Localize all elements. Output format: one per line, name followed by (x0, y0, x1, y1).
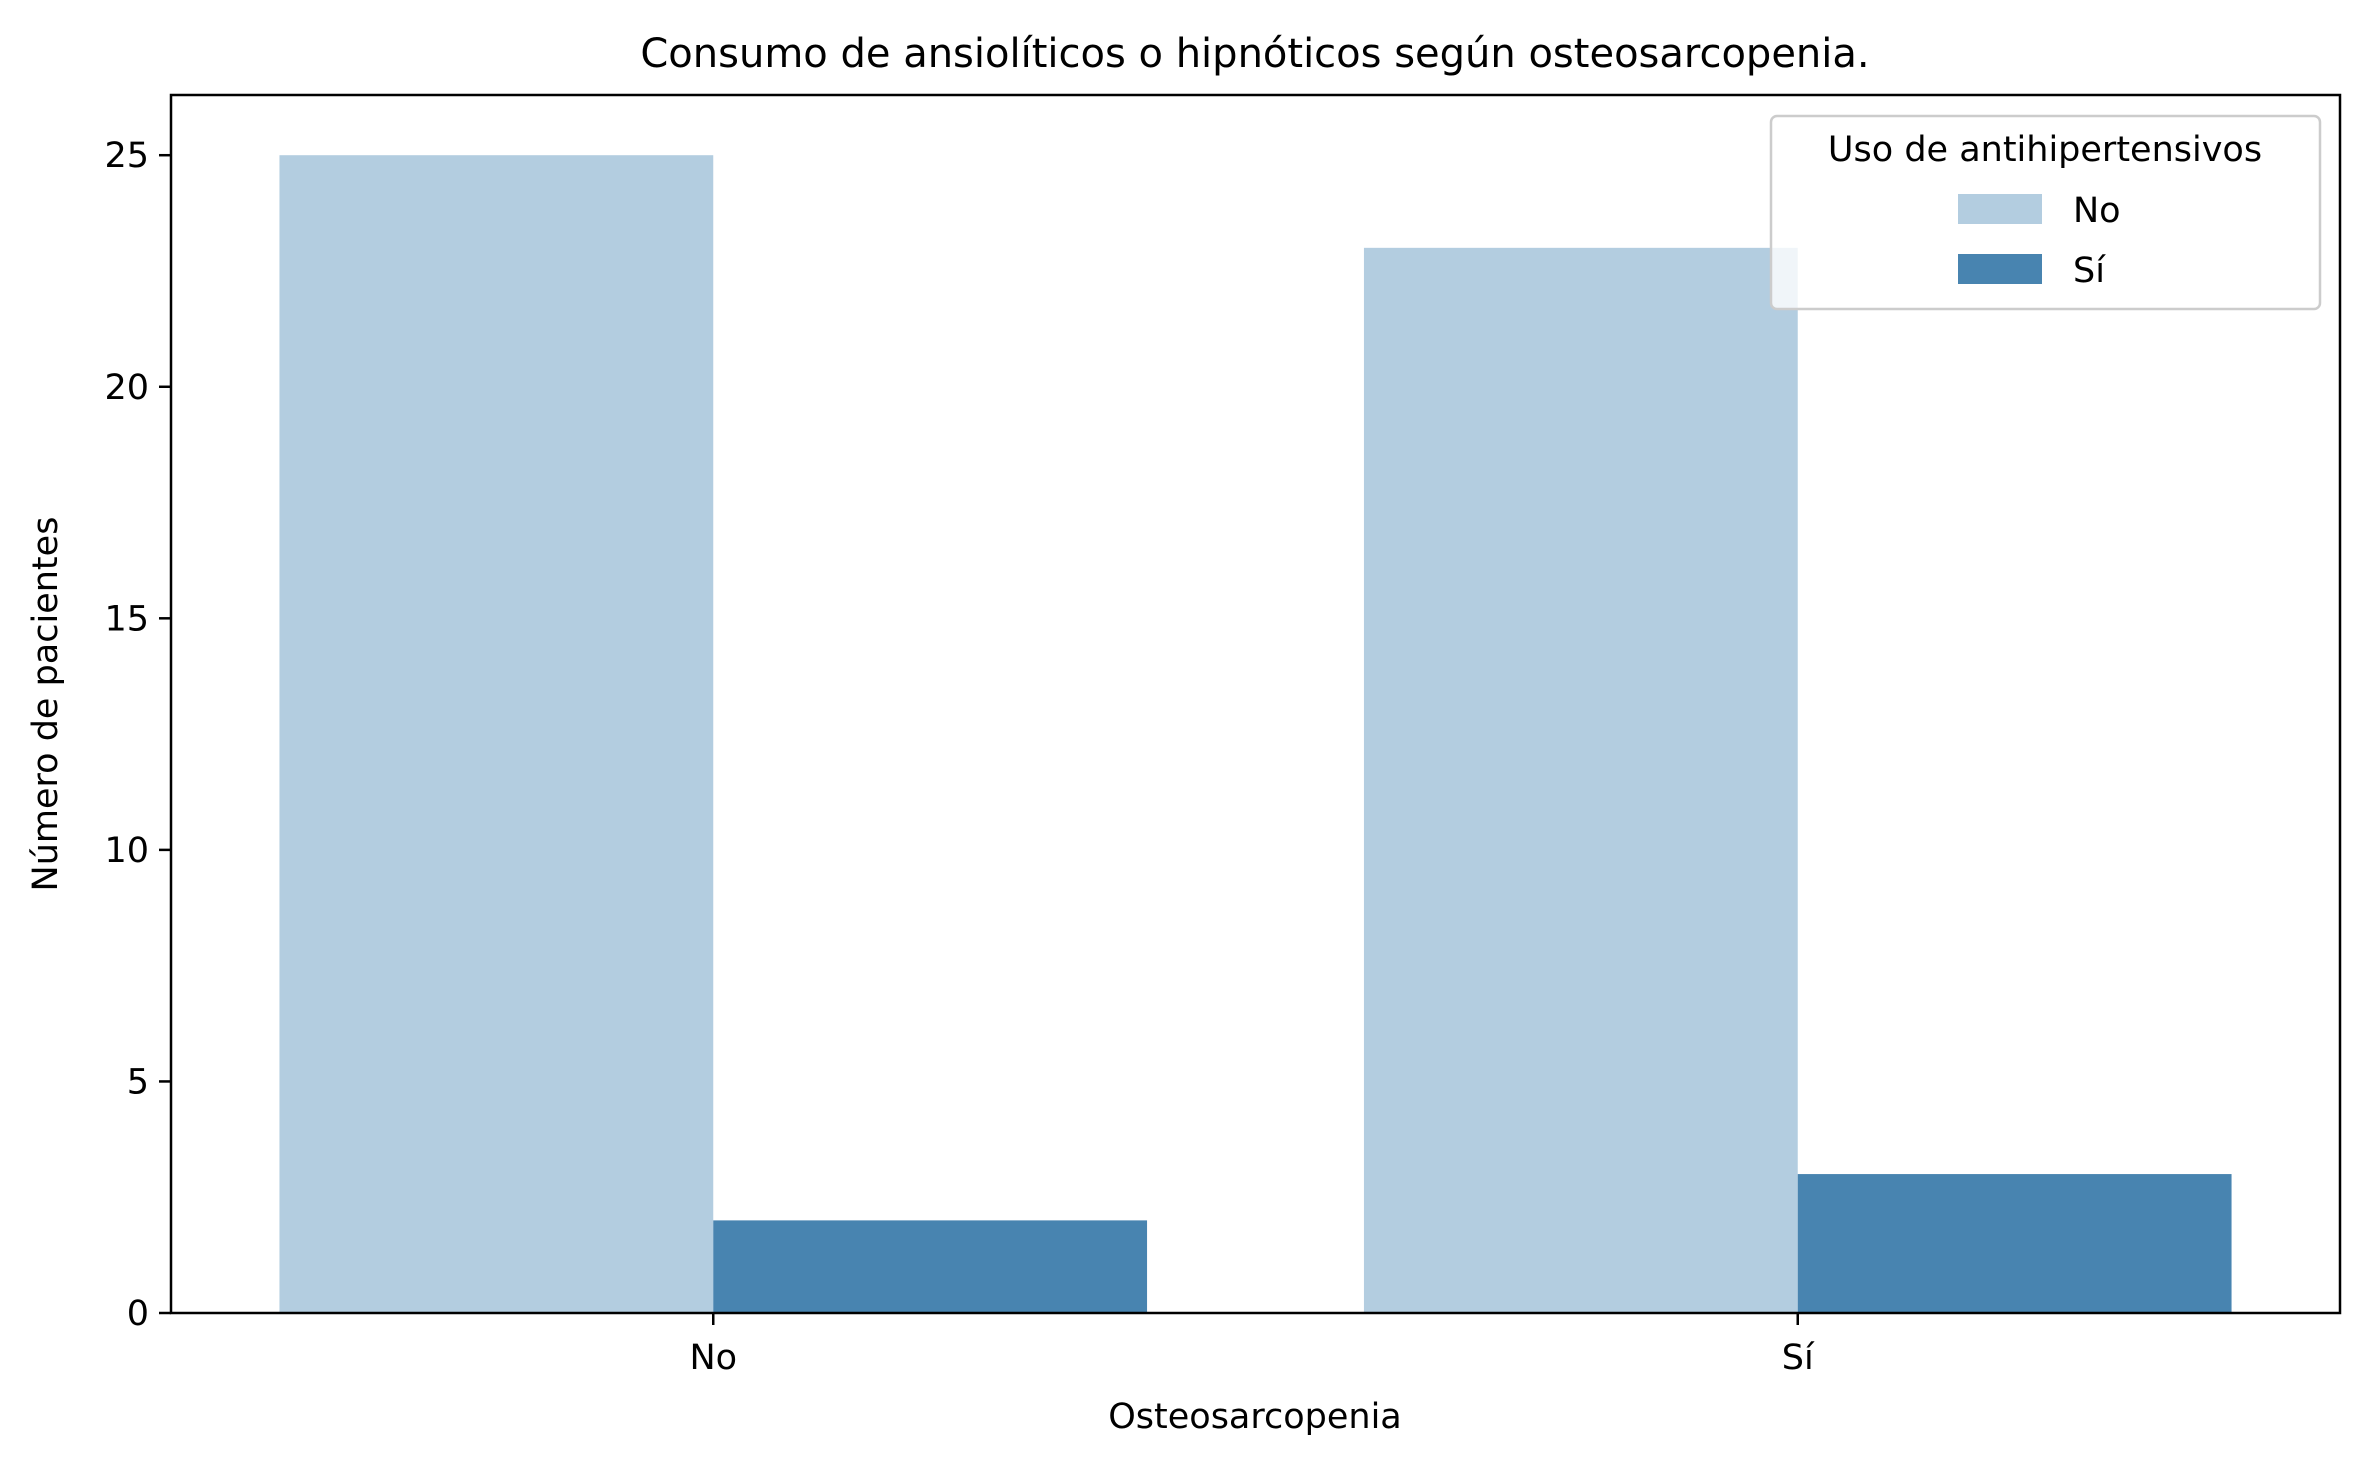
plot-frame (169, 93, 2342, 1315)
bar-no-series-2 (713, 1220, 1148, 1313)
legend-label: No (2073, 191, 2121, 231)
y-axis: 0 5 10 15 20 25 (104, 136, 171, 1334)
y-tick-label: 15 (104, 599, 149, 639)
legend-entries: No Sí (1958, 191, 2121, 291)
legend: Uso de antihipertensivos No Sí (1769, 114, 2322, 311)
y-tick-label: 25 (104, 136, 149, 176)
y-tick-label: 5 (127, 1062, 149, 1102)
legend-swatch (1958, 254, 2042, 284)
y-axis-label: Número de pacientes (26, 517, 66, 892)
bar-s-series-2 (1797, 1174, 2232, 1313)
legend-box (1769, 114, 2322, 311)
y-tick-label: 20 (104, 368, 149, 408)
x-axis: No Sí (689, 1313, 1815, 1378)
x-tick-label: No (689, 1338, 737, 1378)
legend-label: Sí (2073, 251, 2106, 291)
bars-group (279, 155, 2232, 1314)
y-tick-label: 10 (104, 831, 149, 871)
chart-title: Consumo de ansiolíticos o hipnóticos seg… (640, 31, 1869, 77)
bar-no-series-1 (279, 155, 714, 1313)
x-tick-label: Sí (1782, 1338, 1815, 1378)
legend-title: Uso de antihipertensivos (1828, 130, 2262, 170)
x-axis-label: Osteosarcopenia (1108, 1397, 1402, 1437)
bar-s-series-1 (1363, 247, 1798, 1314)
legend-swatch (1958, 194, 2042, 224)
y-tick-label: 0 (127, 1294, 149, 1334)
